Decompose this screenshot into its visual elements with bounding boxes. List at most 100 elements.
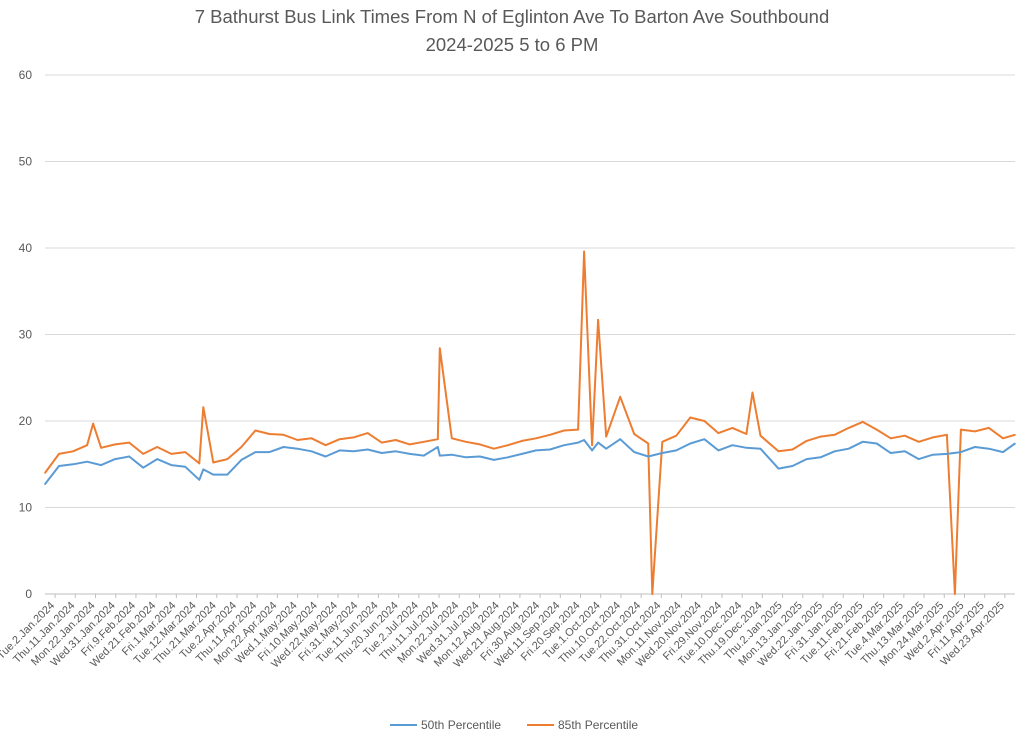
data-point xyxy=(408,453,411,455)
data-point xyxy=(549,434,551,436)
y-tick-label: 30 xyxy=(19,328,33,342)
y-tick-label: 60 xyxy=(19,68,33,82)
data-point xyxy=(521,453,523,455)
data-point xyxy=(366,432,369,434)
data-point xyxy=(282,446,285,448)
data-point xyxy=(310,437,313,440)
data-point xyxy=(86,444,88,447)
data-point xyxy=(114,458,116,460)
y-tick-label: 10 xyxy=(19,501,33,515)
data-point xyxy=(605,447,607,450)
data-point xyxy=(184,451,187,453)
data-point xyxy=(380,452,383,454)
data-point xyxy=(605,435,607,438)
data-point xyxy=(296,447,299,450)
chart-title: 7 Bathurst Bus Link Times From N of Egli… xyxy=(194,6,830,27)
data-point xyxy=(717,449,720,452)
data-point xyxy=(226,473,229,476)
data-point xyxy=(451,437,453,440)
data-point xyxy=(202,406,205,408)
data-point xyxy=(422,454,425,457)
data-point xyxy=(960,451,962,453)
data-point xyxy=(451,453,453,456)
data-point xyxy=(875,428,878,431)
data-point xyxy=(521,440,523,442)
data-point xyxy=(833,450,836,453)
data-point xyxy=(563,444,565,447)
data-point xyxy=(918,458,920,460)
data-point xyxy=(960,428,962,431)
data-point xyxy=(212,461,215,464)
data-point xyxy=(493,447,495,450)
data-point xyxy=(310,450,313,453)
data-point xyxy=(58,453,60,455)
data-point xyxy=(170,453,173,455)
data-point xyxy=(875,442,878,445)
data-point xyxy=(703,438,706,440)
data-point xyxy=(946,434,948,436)
data-point xyxy=(563,429,565,432)
data-point xyxy=(745,447,748,449)
data-point xyxy=(751,391,754,394)
data-point xyxy=(507,456,509,459)
data-point xyxy=(675,434,678,437)
data-point xyxy=(847,427,850,429)
data-point xyxy=(296,439,299,441)
data-point xyxy=(689,416,692,419)
data-point xyxy=(889,452,892,454)
data-point xyxy=(128,455,130,458)
data-point xyxy=(819,435,822,438)
legend-label: 50th Percentile xyxy=(421,718,501,732)
legend: 50th Percentile 85th Percentile xyxy=(390,718,638,732)
data-point xyxy=(647,442,650,445)
data-point xyxy=(479,455,481,458)
data-point xyxy=(988,447,990,450)
data-point xyxy=(352,436,355,439)
data-point xyxy=(974,446,976,448)
data-point xyxy=(268,433,271,435)
data-point xyxy=(268,451,271,453)
data-point xyxy=(647,455,650,458)
data-point xyxy=(954,593,956,595)
data-point xyxy=(493,459,495,461)
data-point xyxy=(479,443,481,446)
data-point xyxy=(861,440,864,443)
data-point xyxy=(819,456,822,459)
data-point xyxy=(903,434,906,437)
data-point xyxy=(408,443,411,446)
data-point xyxy=(932,436,934,439)
data-point xyxy=(465,456,467,459)
data-point xyxy=(918,440,920,443)
data-point xyxy=(619,438,621,440)
data-point xyxy=(619,395,621,398)
data-point xyxy=(932,453,934,456)
data-point xyxy=(805,458,808,460)
data-point xyxy=(1014,442,1016,445)
data-point xyxy=(254,451,257,453)
data-point xyxy=(72,463,74,466)
data-point xyxy=(366,448,369,451)
data-point xyxy=(661,440,664,443)
data-point xyxy=(759,447,762,450)
data-point xyxy=(833,434,836,436)
data-point xyxy=(889,437,892,440)
data-point xyxy=(535,449,537,452)
data-point xyxy=(689,442,692,445)
data-point xyxy=(507,444,509,447)
data-point xyxy=(745,433,748,435)
data-point xyxy=(100,464,102,466)
data-point xyxy=(114,443,116,446)
series-line xyxy=(44,250,1016,595)
y-tick-label: 40 xyxy=(19,241,33,255)
data-point xyxy=(394,450,397,453)
data-point xyxy=(1002,451,1004,453)
y-tick-label: 50 xyxy=(19,155,33,169)
data-point xyxy=(651,593,654,595)
y-tick-label: 20 xyxy=(19,414,33,428)
series-85th-percentile xyxy=(44,250,1016,595)
data-point xyxy=(791,465,794,467)
data-point xyxy=(439,454,441,457)
data-point xyxy=(633,433,636,435)
data-point xyxy=(661,452,664,454)
